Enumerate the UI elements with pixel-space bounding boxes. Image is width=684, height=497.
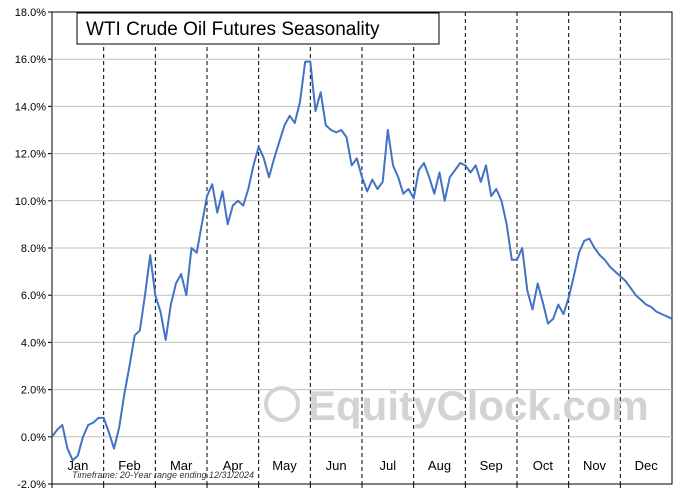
x-tick-label: Aug <box>428 458 451 473</box>
x-tick-label: Jan <box>67 458 88 473</box>
y-tick-label: 16.0% <box>15 54 46 66</box>
x-tick-label: Oct <box>533 458 554 473</box>
series-line <box>51 60 673 462</box>
y-tick-label: 4.0% <box>21 337 46 349</box>
x-axis-ticks: Jan Feb Mar Apr May Jun Jul Aug Sep Oct Nov Dec <box>51 458 659 488</box>
footnote: Timeframe: 20-Year range ending 12/31/20… <box>72 470 254 480</box>
y-tick-label: -2.0% <box>17 479 46 491</box>
y-tick-label: 10.0% <box>15 196 46 208</box>
x-tick-label: Apr <box>223 458 244 473</box>
x-tick-label: Jun <box>326 458 347 473</box>
y-tick-label: 12.0% <box>15 149 46 161</box>
x-tick-label: Feb <box>118 458 140 473</box>
series-layer <box>51 60 673 462</box>
watermark: EquityClock.com <box>264 382 649 429</box>
y-tick-label: 18.0% <box>15 7 46 19</box>
x-tick-label: Nov <box>583 458 607 473</box>
x-tick-label: Mar <box>170 458 193 473</box>
x-tick-label: Dec <box>635 458 659 473</box>
x-tick-label: May <box>272 458 297 473</box>
x-tick-label: Jul <box>380 458 397 473</box>
x-tick-label: Sep <box>480 458 503 473</box>
y-tick-label: 8.0% <box>21 243 46 255</box>
y-tick-label: 14.0% <box>15 101 46 113</box>
y-axis-ticks: -2.0% 0.0% 2.0% 4.0% 6.0% 8.0% 10.0% 12.0% 14.0%… <box>15 7 52 491</box>
y-tick-label: 6.0% <box>21 290 46 302</box>
chart-title: WTI Crude Oil Futures Seasonality <box>76 12 440 45</box>
y-tick-label: 2.0% <box>21 385 46 397</box>
y-tick-label: 0.0% <box>21 432 46 444</box>
copyright-icon <box>264 386 300 422</box>
watermark-text: EquityClock.com <box>308 382 649 429</box>
chart-title-text: WTI Crude Oil Futures Seasonality <box>86 19 380 40</box>
grid <box>52 12 672 484</box>
